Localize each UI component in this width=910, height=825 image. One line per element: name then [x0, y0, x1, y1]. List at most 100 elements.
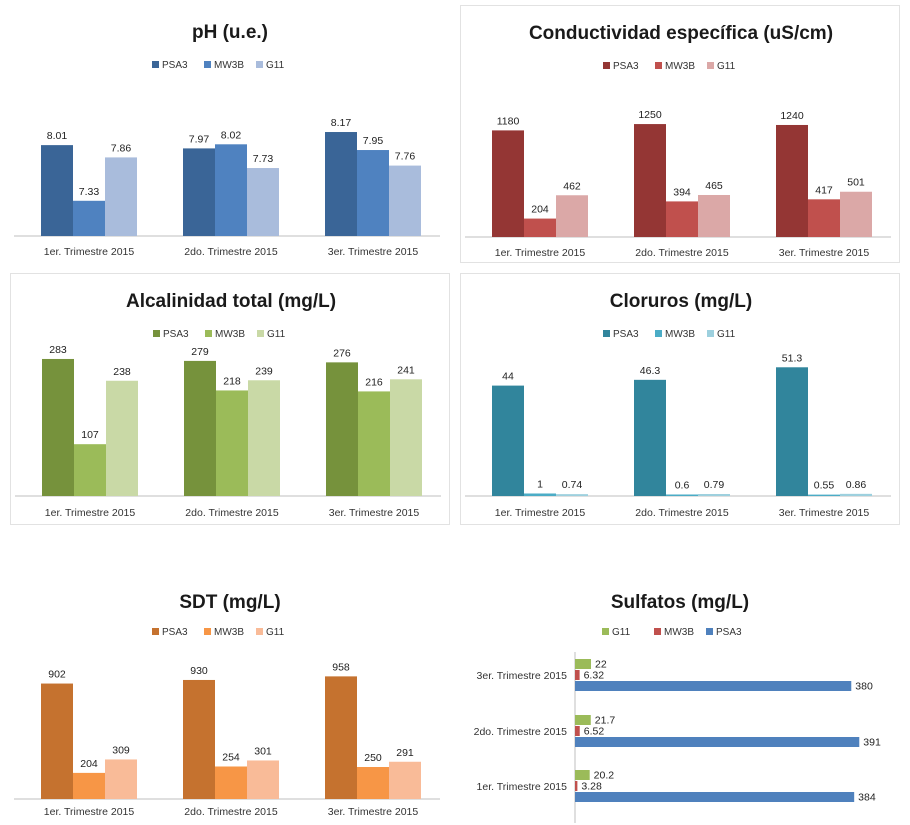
bar	[840, 493, 872, 496]
x-tick-label: 3er. Trimestre 2015	[328, 246, 419, 258]
legend-swatch	[707, 62, 714, 69]
bar	[556, 494, 588, 496]
legend-label: G11	[266, 627, 285, 638]
x-tick-label: 2do. Trimestre 2015	[184, 806, 278, 818]
data-label: 394	[673, 186, 691, 198]
data-label: 8.17	[331, 117, 352, 129]
data-label: 279	[191, 346, 209, 358]
legend-swatch	[655, 62, 662, 69]
data-label: 7.95	[363, 135, 384, 147]
data-label: 8.02	[221, 129, 242, 141]
data-label: 218	[223, 375, 241, 387]
data-label: 0.86	[846, 479, 867, 491]
data-label: 20.2	[594, 770, 615, 782]
data-label: 21.7	[595, 715, 616, 727]
bar	[556, 195, 588, 237]
bar	[840, 191, 872, 237]
data-label: 7.33	[79, 186, 100, 198]
chart-title: SDT (mg/L)	[179, 592, 280, 613]
legend-swatch	[152, 61, 159, 68]
data-label: 283	[49, 344, 67, 356]
legend-swatch	[655, 330, 662, 337]
legend-label: PSA3	[613, 61, 639, 72]
bar	[575, 781, 578, 791]
x-tick-label: 3er. Trimestre 2015	[779, 247, 870, 259]
chart-cloruros: Cloruros (mg/L) PSA3 MW3B G11 44 1 0.74 1er. Tr…	[465, 291, 891, 519]
data-label: 7.73	[253, 153, 274, 165]
chart-sdt: SDT (mg/L) PSA3 MW3B G11 902 204 309 1er. Trime…	[14, 592, 440, 818]
legend-swatch	[256, 61, 263, 68]
bar	[215, 766, 247, 799]
legend-label: MW3B	[214, 627, 244, 638]
bar	[183, 148, 215, 236]
data-label: 46.3	[640, 365, 661, 377]
chart-title: Alcalinidad total (mg/L)	[126, 291, 336, 312]
data-label: 51.3	[782, 352, 803, 364]
chart-title: Cloruros (mg/L)	[610, 291, 753, 312]
bar	[105, 157, 137, 236]
chart-panel-ph: pH (u.e.) PSA3 MW3B G11 8.01 7.33 7.86 1er. Tri…	[10, 5, 450, 263]
bar	[357, 150, 389, 236]
x-tick-label: 2do. Trimestre 2015	[184, 246, 278, 258]
bar	[389, 165, 421, 236]
legend-label: MW3B	[215, 329, 245, 340]
data-label: 0.74	[562, 479, 583, 491]
bar	[41, 145, 73, 236]
legend-label: MW3B	[665, 329, 695, 340]
chart-ph: pH (u.e.) PSA3 MW3B G11 8.01 7.33 7.86 1er. Tri…	[14, 22, 440, 258]
legend-swatch	[603, 62, 610, 69]
data-label: 930	[190, 665, 208, 677]
data-label: 254	[222, 751, 240, 763]
data-label: 7.97	[189, 133, 210, 145]
bar	[808, 494, 840, 496]
bar	[575, 770, 590, 780]
bar	[106, 380, 138, 496]
bar	[105, 759, 137, 799]
bar	[524, 218, 556, 237]
bar	[524, 493, 556, 496]
legend-swatch	[204, 61, 211, 68]
data-label: 44	[502, 371, 514, 383]
bar	[666, 494, 698, 496]
x-tick-label: 1er. Trimestre 2015	[495, 507, 586, 519]
data-label: 22	[595, 659, 607, 671]
data-label: 7.76	[395, 151, 416, 163]
data-label: 291	[396, 747, 414, 759]
bar	[776, 124, 808, 237]
data-label: 6.32	[584, 670, 605, 682]
bar	[492, 130, 524, 237]
category-label: 1er. Trimestre 2015	[477, 781, 568, 793]
bar	[248, 380, 280, 496]
bar	[183, 679, 215, 799]
x-tick-label: 2do. Trimestre 2015	[635, 507, 729, 519]
legend-label: PSA3	[613, 329, 639, 340]
x-tick-label: 3er. Trimestre 2015	[779, 507, 870, 519]
bar	[74, 444, 106, 496]
x-tick-label: 1er. Trimestre 2015	[495, 247, 586, 259]
data-label: 391	[863, 737, 881, 749]
chart-panel-sulfatos: Sulfatos (mg/L) G11 MW3B PSA3 22 6.32 380 3er. …	[460, 575, 900, 823]
bar	[325, 132, 357, 236]
bar	[492, 385, 524, 496]
data-label: 8.01	[47, 130, 68, 142]
category-label: 2do. Trimestre 2015	[474, 726, 568, 738]
legend-label: G11	[267, 329, 286, 340]
category-label: 3er. Trimestre 2015	[477, 670, 568, 682]
bar	[357, 767, 389, 799]
bar	[634, 379, 666, 496]
data-label: 250	[364, 752, 382, 764]
data-label: 0.55	[814, 480, 835, 492]
data-label: 462	[563, 180, 581, 192]
data-label: 7.86	[111, 142, 132, 154]
data-label: 204	[531, 204, 549, 216]
legend-label: MW3B	[214, 60, 244, 71]
data-label: 239	[255, 365, 273, 377]
legend-label: PSA3	[162, 627, 188, 638]
data-label: 216	[365, 376, 383, 388]
bar	[42, 358, 74, 496]
legend-swatch	[602, 628, 609, 635]
data-label: 380	[855, 681, 873, 693]
legend-swatch	[603, 330, 610, 337]
bar	[575, 726, 580, 736]
bar	[575, 737, 860, 747]
